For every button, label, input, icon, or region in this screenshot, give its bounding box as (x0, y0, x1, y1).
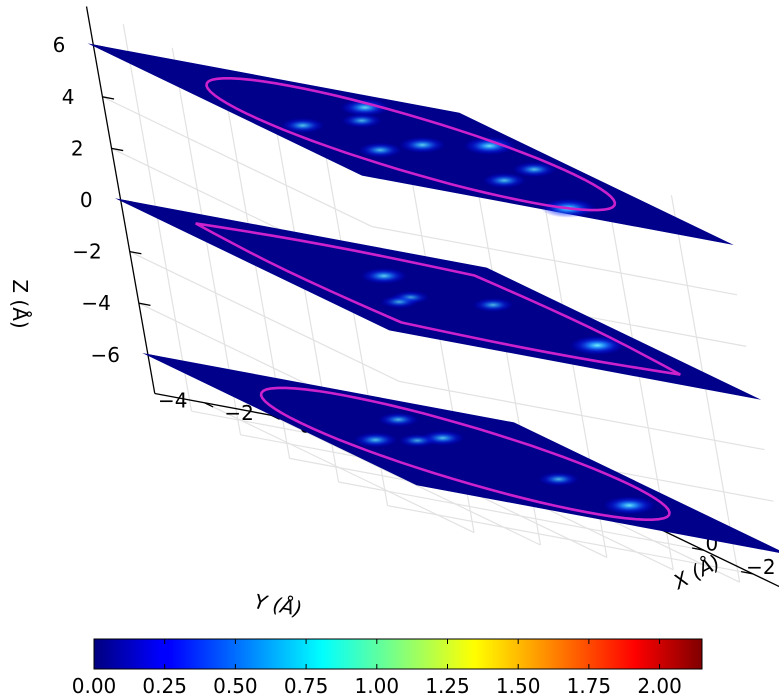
density-hotspot (398, 434, 436, 447)
colorbar: 0.00 0.25 0.50 0.75 1.00 1.25 1.50 1.75 2.00 (72, 638, 703, 695)
slices (87, 43, 779, 553)
colorbar-tick-label: 2.00 (637, 674, 682, 695)
z-axis-label: Z (Å) (8, 279, 32, 328)
colorbar-tick-label: 1.75 (567, 674, 612, 695)
z-tick-label: −4 (81, 291, 110, 315)
y-tick-label: −4 (158, 388, 187, 412)
density-hotspot (358, 142, 402, 158)
density-hotspot (603, 496, 656, 515)
density-hotspot (570, 335, 625, 355)
z-tick (138, 302, 151, 307)
density-hotspot (512, 162, 556, 177)
gridline (399, 380, 765, 451)
gridline (204, 402, 475, 534)
colorbar-tick-label: 0.00 (72, 674, 117, 695)
z-tick (102, 96, 115, 100)
colorbar-tick-label: 1.25 (425, 674, 470, 695)
density-hotspot (399, 137, 446, 153)
y-tick (204, 402, 214, 408)
slice-plane (142, 353, 779, 553)
colorbar-tick-label: 0.50 (213, 674, 258, 695)
x-axis-label: X (Å) (668, 550, 724, 595)
z-tick (111, 147, 124, 152)
gridline (270, 414, 541, 546)
colorbar-tick-label: 1.00 (355, 674, 400, 695)
slice-plane (114, 198, 762, 400)
z-tick-label: −6 (90, 343, 119, 367)
density-hotspot (482, 173, 526, 188)
z-tick-label: 0 (80, 188, 93, 212)
density-hotspot (538, 472, 579, 487)
gridline (371, 226, 738, 296)
density-hotspot (340, 99, 390, 116)
colorbar-tick-label: 1.50 (496, 674, 541, 695)
x-tick (691, 547, 704, 551)
pore-outline (259, 386, 671, 522)
density-hotspot (473, 298, 514, 312)
z-tick (129, 250, 142, 255)
slice-plane (87, 43, 734, 246)
colorbar-tick-label: 0.25 (142, 674, 187, 695)
y-axis-label: Y (Å) (253, 589, 304, 621)
z-tick-label: 2 (71, 136, 84, 160)
colorbar-gradient (93, 638, 703, 670)
density-hotspot (281, 118, 325, 133)
gridline (129, 251, 400, 382)
colorbar-tick-label: 0.75 (284, 674, 329, 695)
z-tick-label: −2 (72, 240, 101, 264)
pore-outline (205, 77, 617, 212)
z-tick-label: 4 (62, 85, 75, 109)
density-hotspot (361, 267, 407, 284)
y-tick-label: −2 (224, 401, 253, 425)
density-hotspot (380, 295, 418, 309)
density-hotspot (354, 432, 397, 448)
x-tick-label: −2 (746, 555, 775, 579)
gridline (102, 96, 373, 228)
y-tick (270, 414, 280, 420)
z-tick-label: 6 (53, 33, 66, 57)
x-tick (740, 570, 753, 575)
density-hotspot (463, 136, 516, 155)
density-hotspot (378, 412, 419, 427)
pore-outline (195, 222, 681, 376)
density-hotspot (341, 113, 382, 128)
